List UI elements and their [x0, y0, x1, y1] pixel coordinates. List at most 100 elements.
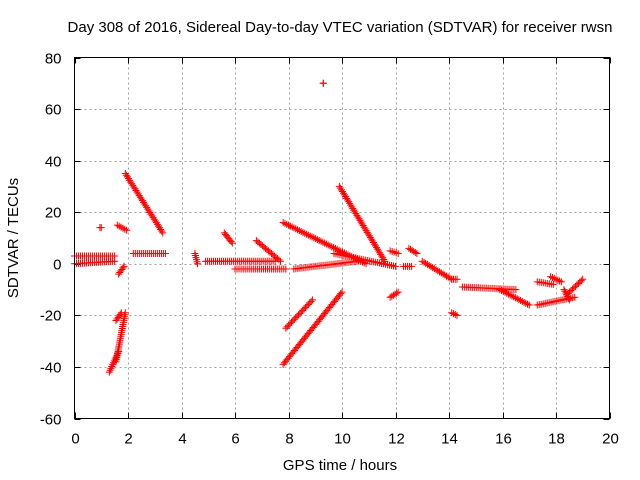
data-point: [308, 233, 316, 241]
data-point: [512, 286, 520, 294]
data-point: [227, 238, 235, 246]
data-point: [453, 311, 461, 319]
data-point: [408, 262, 416, 270]
data-point: [577, 277, 585, 285]
data-point: [319, 238, 327, 246]
data-point: [394, 249, 402, 257]
tick-labels: 0 2 4 6 8 10 12 14 16 18 20 -60 -40 -20 0 20 40 60 80: [40, 51, 619, 448]
data-point: [326, 242, 334, 250]
data-point: [547, 273, 555, 281]
data-point: [116, 310, 124, 318]
data-point: [504, 290, 512, 298]
x-tick-label: 0: [71, 431, 79, 448]
y-axis-label: SDTVAR / TECUs: [5, 178, 22, 298]
data-point: [579, 275, 587, 283]
data-point: [304, 231, 312, 239]
data-point: [299, 228, 307, 236]
data-point: [449, 310, 457, 318]
data-point: [554, 276, 562, 284]
data-point: [282, 265, 290, 273]
data-point: [306, 232, 314, 240]
data-point: [525, 301, 533, 309]
data-point: [288, 223, 296, 231]
data-point: [503, 289, 511, 297]
data-point: [279, 219, 287, 227]
data-point: [499, 287, 507, 295]
data-point: [333, 245, 341, 253]
data-point: [331, 245, 339, 253]
data-point: [560, 286, 568, 294]
data-point: [498, 286, 506, 294]
x-tick-label: 2: [124, 431, 132, 448]
data-point: [335, 246, 343, 254]
data-point: [508, 292, 516, 300]
data-point: [310, 234, 318, 242]
data-point: [552, 275, 560, 283]
data-point: [556, 277, 564, 285]
y-tick-label: 40: [45, 154, 62, 171]
data-point: [522, 299, 530, 307]
x-tick-label: 16: [495, 431, 512, 448]
data-point: [549, 280, 557, 288]
y-tick-label: 0: [53, 257, 61, 274]
y-tick-label: -60: [40, 412, 62, 429]
grid-lines: [74, 57, 610, 419]
data-markers: [71, 79, 587, 376]
data-point: [550, 274, 558, 282]
data-point: [448, 309, 456, 317]
data-point: [328, 243, 336, 251]
chart-title: Day 308 of 2016, Sidereal Day-to-day VTE…: [68, 19, 613, 36]
x-tick-label: 6: [231, 431, 239, 448]
data-point: [307, 297, 315, 305]
data-point: [194, 260, 202, 268]
data-point: [294, 226, 302, 234]
data-point: [301, 229, 309, 237]
data-point: [517, 296, 525, 304]
data-point: [563, 291, 571, 299]
x-tick-label: 10: [334, 431, 351, 448]
y-tick-label: 60: [45, 102, 62, 119]
data-point: [315, 236, 323, 244]
data-point: [394, 288, 402, 296]
data-point: [564, 294, 572, 302]
data-point: [501, 288, 509, 296]
data-point: [319, 79, 327, 87]
data-point: [303, 230, 311, 238]
data-point: [561, 287, 569, 295]
plot-frame: [74, 57, 610, 419]
data-point: [161, 249, 169, 257]
data-point: [337, 247, 345, 255]
data-point: [324, 241, 332, 249]
data-point: [506, 291, 514, 299]
data-point: [515, 296, 523, 304]
data-point: [510, 293, 518, 301]
data-point: [119, 264, 127, 272]
y-tick-label: -40: [40, 360, 62, 377]
data-point: [338, 288, 346, 296]
x-tick-label: 18: [548, 431, 565, 448]
data-point: [313, 236, 321, 244]
data-point: [392, 262, 399, 270]
data-point: [159, 229, 167, 237]
data-point: [322, 240, 330, 248]
data-point: [562, 289, 570, 297]
data-point: [286, 222, 294, 230]
data-point: [123, 226, 131, 234]
data-point: [295, 227, 303, 235]
data-point: [393, 289, 401, 297]
data-point: [292, 225, 300, 233]
data-point: [548, 274, 556, 282]
data-point: [571, 293, 579, 301]
axis-ticks: [74, 57, 611, 420]
x-axis-label: GPS time / hours: [283, 457, 397, 474]
data-point: [117, 309, 125, 317]
data-point: [446, 274, 454, 282]
x-tick-label: 8: [285, 431, 293, 448]
data-point: [312, 235, 320, 243]
data-point: [276, 257, 284, 265]
y-tick-label: -20: [40, 308, 62, 325]
data-point: [158, 227, 166, 235]
data-point: [451, 310, 459, 318]
data-point: [496, 286, 504, 294]
